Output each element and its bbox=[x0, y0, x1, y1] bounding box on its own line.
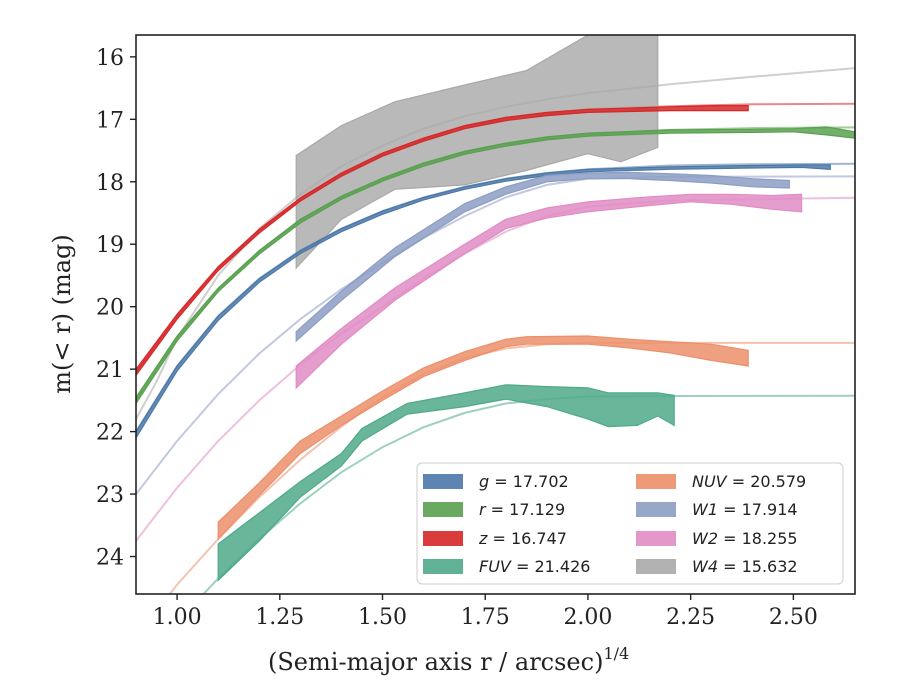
legend-label: g = 17.702 bbox=[479, 472, 569, 491]
legend-label: z = 16.747 bbox=[478, 529, 567, 548]
x-axis-title-exponent: 1/4 bbox=[603, 644, 629, 663]
x-axis: 1.00 1.25 1.50 1.75 2.00 2.25 2.50 bbox=[153, 594, 818, 630]
y-axis: 16 17 18 19 20 21 22 23 24 bbox=[96, 46, 136, 571]
legend-swatch bbox=[423, 531, 463, 546]
legend-swatch bbox=[423, 502, 463, 517]
y-tick-label: 24 bbox=[96, 546, 124, 571]
y-tick-label: 21 bbox=[96, 358, 124, 383]
band-nuv bbox=[217, 335, 749, 541]
legend-item-nuv: NUV = 20.579 bbox=[636, 472, 806, 491]
y-tick-label: 19 bbox=[96, 233, 124, 258]
legend-label: NUV = 20.579 bbox=[692, 472, 806, 491]
band-g bbox=[136, 164, 831, 440]
legend-label: W1 = 17.914 bbox=[692, 500, 798, 519]
legend-frame bbox=[416, 462, 844, 585]
x-tick-label: 1.00 bbox=[153, 605, 202, 630]
legend-swatch bbox=[636, 502, 676, 517]
band-z bbox=[136, 105, 749, 377]
legend-swatch bbox=[636, 531, 676, 546]
legend-swatch bbox=[423, 474, 463, 489]
plot-area bbox=[136, 35, 855, 594]
x-tick-label: 2.25 bbox=[666, 605, 715, 630]
legend-item-w4: W4 = 15.632 bbox=[636, 557, 798, 576]
legend-label: W2 = 18.255 bbox=[692, 529, 798, 548]
legend-item-g: g = 17.702 bbox=[423, 472, 569, 491]
x-tick-label: 2.50 bbox=[769, 605, 818, 630]
y-tick-label: 16 bbox=[96, 46, 124, 71]
legend-swatch bbox=[636, 559, 676, 574]
x-tick-label: 1.25 bbox=[255, 605, 304, 630]
y-axis-title: m(< r) (mag) bbox=[48, 234, 76, 393]
y-tick-label: 18 bbox=[96, 171, 124, 196]
legend-label: W4 = 15.632 bbox=[692, 557, 798, 576]
legend-swatch bbox=[423, 559, 463, 574]
y-tick-label: 23 bbox=[96, 483, 124, 508]
band-w2 bbox=[295, 193, 803, 390]
legend-item-w1: W1 = 17.914 bbox=[636, 500, 798, 519]
y-tick-label: 22 bbox=[96, 421, 124, 446]
legend: g = 17.702 r = 17.129 z = 16.747 FUV = 21.4… bbox=[416, 462, 844, 585]
legend-item-fuv: FUV = 21.426 bbox=[423, 557, 590, 576]
y-tick-label: 17 bbox=[96, 108, 124, 133]
legend-item-r: r = 17.129 bbox=[423, 500, 565, 519]
axes-frame bbox=[135, 34, 856, 595]
legend-item-z: z = 16.747 bbox=[423, 529, 567, 548]
band-fuv bbox=[217, 384, 675, 582]
x-tick-label: 1.50 bbox=[358, 605, 407, 630]
legend-swatch bbox=[636, 474, 676, 489]
legend-item-w2: W2 = 18.255 bbox=[636, 529, 798, 548]
band-r bbox=[136, 126, 855, 405]
y-tick-label: 20 bbox=[96, 296, 124, 321]
measured-bands bbox=[136, 35, 855, 582]
band-w1 bbox=[295, 171, 790, 343]
legend-label: FUV = 21.426 bbox=[479, 557, 590, 576]
legend-label: r = 17.129 bbox=[479, 500, 565, 519]
x-tick-label: 2.00 bbox=[563, 605, 612, 630]
x-axis-title: (Semi-major axis r / arcsec)1/4 bbox=[268, 644, 629, 676]
x-tick-label: 1.75 bbox=[461, 605, 510, 630]
